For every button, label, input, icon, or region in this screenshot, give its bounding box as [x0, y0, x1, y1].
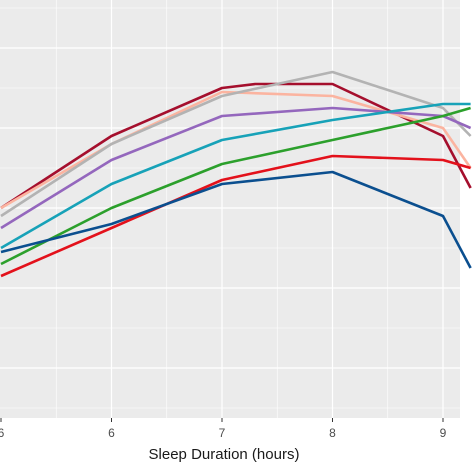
x-axis-title: Sleep Duration (hours) — [149, 446, 300, 463]
x-tick-label: 8 — [329, 426, 336, 440]
plot-panel — [0, 0, 460, 418]
x-tick-label: 9 — [440, 426, 447, 440]
x-tick-label: 6 — [0, 426, 5, 440]
series-line-4 — [0, 106, 472, 230]
series-line-5 — [0, 102, 471, 250]
series-lines — [0, 70, 472, 278]
series-line-8 — [0, 170, 472, 269]
x-axis-ticks: 6 6 7 8 9 — [0, 418, 447, 440]
series-line-3 — [0, 70, 472, 218]
series-line-7 — [0, 154, 471, 278]
series-line-6 — [0, 106, 471, 266]
x-tick-label: 7 — [219, 426, 226, 440]
x-tick-label: 6 — [108, 426, 115, 440]
series-line-1 — [0, 82, 472, 210]
